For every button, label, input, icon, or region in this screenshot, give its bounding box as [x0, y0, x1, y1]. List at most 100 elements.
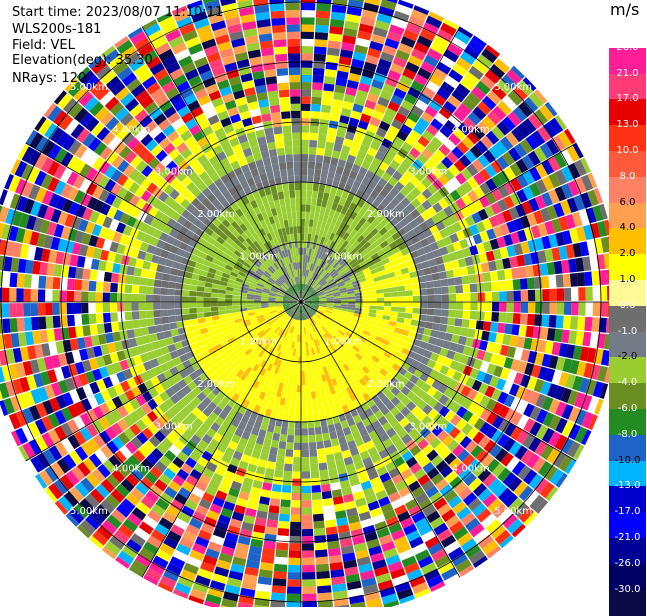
- range-gate-cell: [75, 267, 84, 279]
- range-gate-cell: [125, 320, 133, 329]
- range-gate-cell: [302, 515, 313, 522]
- range-gate-cell: [302, 543, 314, 551]
- range-gate-cell: [526, 326, 535, 338]
- range-gate-cell: [327, 171, 335, 179]
- range-gate-cell: [470, 293, 477, 302]
- range-gate-cell: [306, 392, 311, 400]
- range-gate-cell: [301, 204, 306, 211]
- range-gate-cell: [463, 284, 471, 293]
- range-gate-cell: [321, 426, 328, 434]
- range-gate-cell: [281, 492, 291, 500]
- range-gate-cell: [147, 278, 155, 286]
- range-gate-cell: [321, 484, 331, 492]
- range-gate-cell: [391, 307, 399, 312]
- range-gate-cell: [542, 289, 550, 301]
- range-gate-cell: [485, 302, 492, 311]
- range-gate-cell: [280, 499, 290, 507]
- range-gate-cell: [314, 54, 326, 62]
- range-gate-cell: [146, 295, 153, 302]
- range-gate-cell: [24, 274, 32, 288]
- range-gate-cell: [518, 266, 527, 278]
- range-gate-cell: [497, 323, 505, 334]
- range-gate-cell: [275, 557, 288, 565]
- range-gate-cell: [126, 266, 135, 276]
- range-gate-cell: [162, 323, 170, 331]
- range-gate-cell: [377, 302, 384, 306]
- range-gate-cell: [183, 278, 191, 285]
- range-gate-cell: [306, 190, 312, 198]
- range-gate-cell: [277, 535, 289, 543]
- range-gate-cell: [309, 449, 317, 457]
- range-gate-cell: [189, 297, 196, 302]
- range-gate-cell: [311, 104, 321, 112]
- range-gate-cell: [305, 219, 309, 226]
- range-gate-cell: [280, 434, 287, 442]
- range-gate-cell: [247, 302, 254, 305]
- range-gate-cell: [310, 456, 318, 464]
- range-gate-cell: [406, 302, 413, 307]
- range-gate-cell: [276, 542, 288, 550]
- range-gate-cell: [124, 312, 132, 321]
- range-gate-cell: [272, 585, 286, 593]
- range-gate-cell: [499, 302, 506, 312]
- range-gate-cell: [398, 291, 406, 296]
- range-gate-cell: [302, 443, 309, 450]
- range-gate-cell: [447, 278, 455, 286]
- range-gate-cell: [305, 212, 310, 219]
- range-gate-cell: [316, 571, 330, 579]
- range-gate-cell: [266, 461, 275, 470]
- range-gate-cell: [305, 226, 309, 233]
- range-gate-cell: [239, 305, 246, 308]
- range-gate-cell: [225, 298, 232, 302]
- range-gate-cell: [556, 274, 564, 287]
- range-gate-cell: [38, 276, 46, 289]
- range-gate-cell: [160, 295, 167, 302]
- range-gate-cell: [448, 286, 456, 294]
- range-gate-cell: [318, 592, 333, 600]
- range-gate-cell: [268, 454, 277, 462]
- range-gate-cell: [318, 455, 327, 463]
- range-gate-cell: [328, 424, 336, 432]
- range-gate-cell: [446, 325, 454, 333]
- range-gate-cell: [239, 299, 246, 302]
- range-gate-cell: [313, 521, 324, 529]
- range-gate-cell: [308, 226, 312, 234]
- range-gate-cell: [24, 317, 32, 331]
- range-gate-cell: [294, 363, 298, 370]
- range-gate-cell: [197, 286, 205, 292]
- range-gate-cell: [141, 327, 149, 336]
- range-gate-cell: [412, 283, 420, 289]
- range-gate-cell: [302, 500, 312, 507]
- range-gate-cell: [16, 303, 24, 317]
- range-gate-cell: [160, 310, 168, 317]
- range-gate-cell: [284, 406, 290, 414]
- range-gate-cell: [308, 154, 315, 162]
- range-gate-cell: [89, 324, 97, 335]
- range-gate-cell: [304, 356, 307, 363]
- range-gate-cell: [190, 313, 198, 319]
- range-gate-cell: [301, 46, 313, 53]
- range-gate-cell: [38, 289, 45, 302]
- range-gate-cell: [168, 316, 176, 323]
- range-gate-cell: [313, 61, 325, 69]
- range-gate-cell: [328, 127, 338, 136]
- range-gate-cell: [434, 302, 441, 309]
- range-gate-cell: [261, 302, 268, 304]
- range-gate-cell: [313, 514, 324, 522]
- range-gate-cell: [218, 302, 225, 306]
- range-gate-cell: [198, 318, 206, 324]
- range-gate-cell: [290, 529, 301, 536]
- range-gate-cell: [139, 286, 147, 294]
- range-gate-cell: [460, 267, 469, 276]
- range-gate-cell: [146, 310, 154, 318]
- range-gate-cell: [456, 294, 463, 302]
- range-gate-cell: [110, 303, 117, 312]
- range-gate-cell: [309, 435, 316, 443]
- range-gate-cell: [289, 370, 293, 378]
- range-gate-cell: [409, 271, 417, 278]
- range-gate-cell: [277, 412, 284, 420]
- range-gate-cell: [190, 319, 198, 325]
- range-gate-cell: [326, 526, 338, 535]
- range-gate-cell: [197, 313, 205, 319]
- range-gate-cell: [297, 385, 301, 392]
